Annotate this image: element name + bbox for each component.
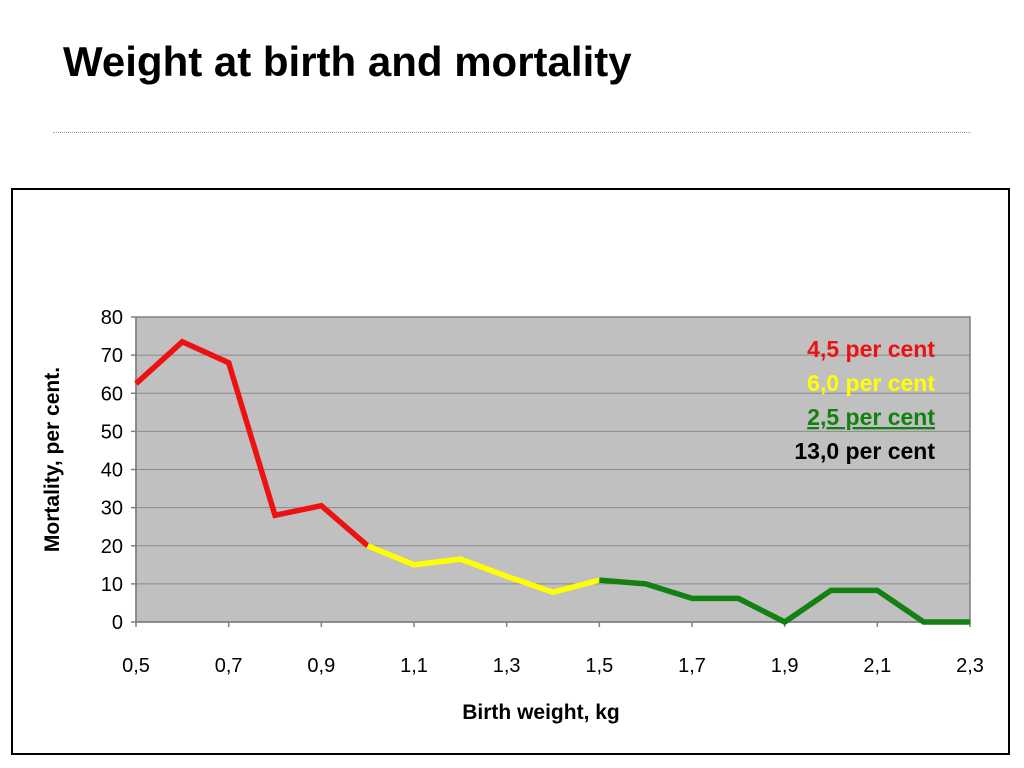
slide-title: Weight at birth and mortality [63,38,632,85]
y-tick-label: 0 [112,612,123,634]
y-axis-title: Mortality, per cent. [41,367,64,552]
y-tick-label: 60 [101,383,123,405]
series-line-3 [599,577,970,626]
x-tick-label: 0,7 [215,655,243,677]
annotation-text: 2,5 per cent [807,404,935,430]
chart-frame: 0 10 20 30 40 50 60 70 80 0,5 0,7 0,9 1,1 1,3 1,5 1,7 1,… [11,188,1010,755]
y-tick-label: 30 [101,498,123,520]
series-line-1 [134,338,370,548]
title-divider [53,132,971,133]
x-tick-label: 0,9 [307,655,335,677]
x-tick-label: 1,5 [585,655,613,677]
annotation-text: 4,5 per cent [807,336,935,362]
y-tick-label: 80 [101,307,123,329]
y-tick-label: 10 [101,574,123,596]
y-tick-label: 20 [101,536,123,558]
x-tick-label: 0,5 [122,655,150,677]
x-tick-label: 1,1 [400,655,428,677]
mortality-chart: 0 10 20 30 40 50 60 70 80 0,5 0,7 0,9 1,1 1,3 1,5 1,7 1,… [41,307,984,724]
series-line-2 [366,543,601,596]
annotation-text: 13,0 per cent [794,438,935,464]
x-tick-label: 2,3 [956,655,984,677]
y-tick-label: 40 [101,460,123,482]
annotation-text: 6,0 per cent [807,370,935,396]
x-tick-label: 1,7 [678,655,706,677]
x-tick-label: 1,9 [771,655,799,677]
x-tick-label: 2,1 [863,655,891,677]
x-tick-label: 1,3 [493,655,521,677]
y-tick-label: 70 [101,345,123,367]
y-tick-label: 50 [101,421,123,443]
x-axis-title: Birth weight, kg [462,701,620,724]
